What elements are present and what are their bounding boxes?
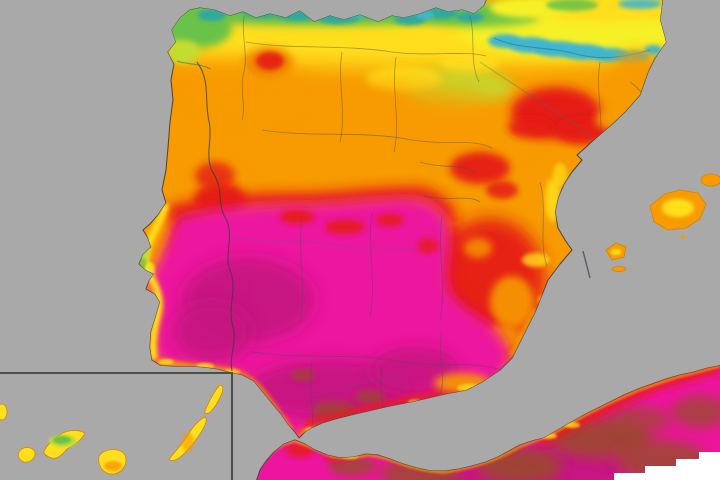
guadalquivir-river: [311, 372, 403, 397]
canary-islands-inset: [0, 372, 233, 480]
lanzarote-island: [204, 385, 224, 414]
gran-canaria-island: [98, 449, 127, 475]
ibiza-island: [605, 242, 627, 261]
el-hierro-island: [17, 447, 36, 463]
province-borders: [176, 15, 653, 435]
la-palma-island: [0, 403, 8, 421]
tenerife-island: [43, 430, 86, 459]
fuerteventura-island: [168, 416, 207, 461]
iberia-landmass: [138, 0, 667, 439]
mino-river: [176, 60, 212, 70]
mallorca-island: [649, 189, 707, 231]
formentera-island: [611, 266, 627, 272]
menorca-island: [700, 173, 720, 187]
map-artifact-line: [582, 250, 591, 279]
cabrera-island: [681, 235, 685, 239]
portugal-spain-border: [196, 61, 235, 372]
tagus-river: [229, 236, 417, 253]
balearic-islands: [605, 173, 720, 272]
missing-data-blocks: [614, 452, 720, 480]
iberia-temperature-field: [139, 0, 666, 438]
